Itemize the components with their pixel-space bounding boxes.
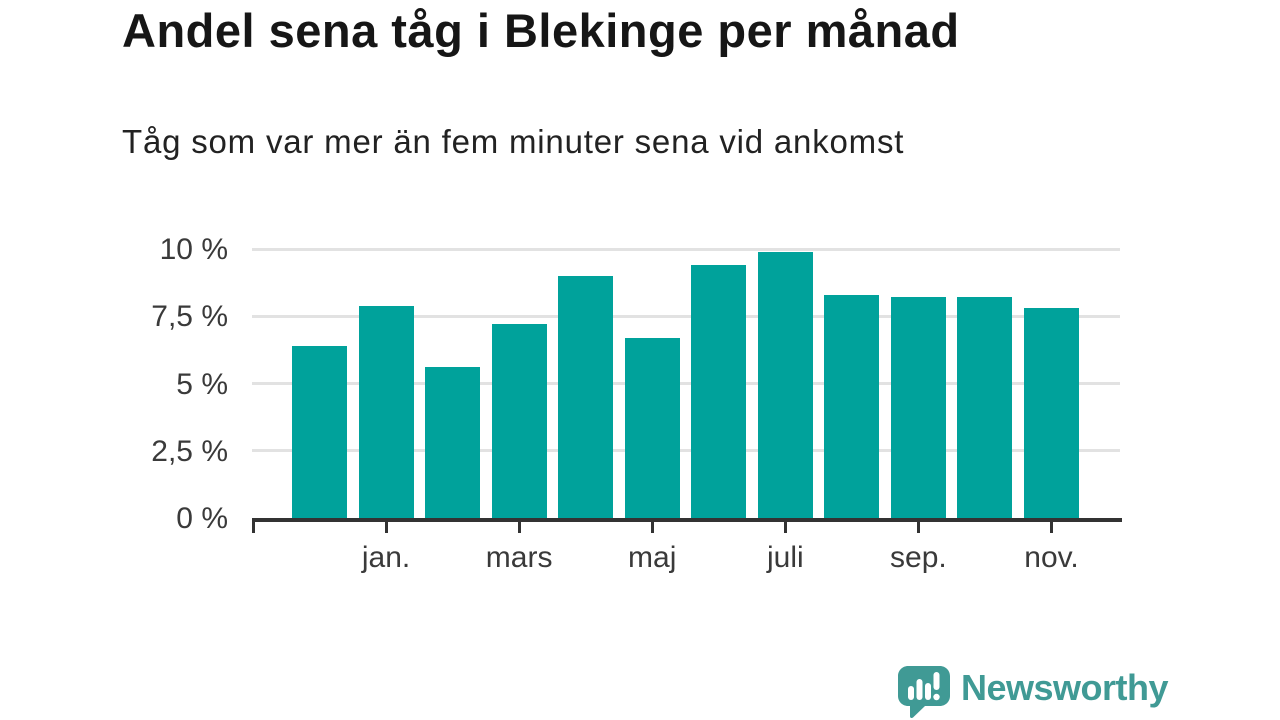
x-axis-tick	[783, 522, 787, 533]
y-axis-tick-label: 7,5 %	[151, 300, 228, 334]
x-axis-tick-label: nov.	[1024, 541, 1079, 574]
y-axis-tick-label: 5 %	[176, 367, 228, 401]
gridline-10	[252, 247, 1120, 251]
gridline-2.5	[252, 449, 1120, 453]
bar-12	[1023, 308, 1079, 518]
bar-7	[691, 265, 747, 518]
gridline-7.5	[252, 314, 1120, 318]
x-axis-edge-tick	[252, 522, 255, 533]
x-axis-tick-label: maj	[628, 541, 677, 574]
logo-exclamation-bar	[933, 672, 940, 690]
logo-exclamation-dot	[933, 693, 940, 701]
x-axis-tick	[650, 522, 654, 533]
plot-area	[252, 247, 1122, 518]
logo-bar-short	[908, 686, 914, 700]
x-axis-tick	[1050, 522, 1053, 533]
x-axis-tick	[916, 522, 920, 533]
x-axis-line	[252, 518, 1122, 522]
x-axis-tick	[384, 522, 388, 533]
x-axis-tick-label: jan.	[361, 541, 411, 574]
bar-2	[358, 305, 414, 518]
bars	[292, 249, 1079, 518]
bar-3	[425, 367, 481, 518]
bar-5	[558, 275, 614, 518]
y-axis-tick-label: 10 %	[159, 233, 228, 266]
newsworthy-logo-text: Newsworthy	[961, 667, 1169, 708]
logo-bar-tall	[916, 679, 923, 700]
bar-9	[824, 294, 880, 518]
bar-8	[757, 251, 813, 518]
y-axis-tick-label: 0 %	[176, 502, 228, 535]
y-axis-tick-label: 2,5 %	[151, 434, 228, 468]
chart-subtitle: Tåg som var mer än fem minuter sena vid …	[122, 123, 905, 160]
bar-11	[957, 297, 1013, 518]
bar-10	[890, 297, 946, 518]
bar-4	[491, 324, 547, 518]
bar-1	[292, 345, 347, 518]
x-axis-tick-label: sep.	[890, 541, 947, 574]
bar-6	[624, 337, 680, 518]
chart-title: Andel sena tåg i Blekinge per månad	[122, 4, 960, 57]
x-axis-tick-label: mars	[485, 541, 553, 574]
gridline-5	[252, 382, 1120, 385]
x-axis-tick	[517, 522, 521, 533]
logo-bar-medium	[925, 683, 931, 700]
x-axis-tick-label: juli	[766, 541, 804, 574]
newsworthy-logo[interactable]: Newsworthy	[898, 666, 1169, 719]
newsworthy-logo-icon	[898, 666, 950, 719]
